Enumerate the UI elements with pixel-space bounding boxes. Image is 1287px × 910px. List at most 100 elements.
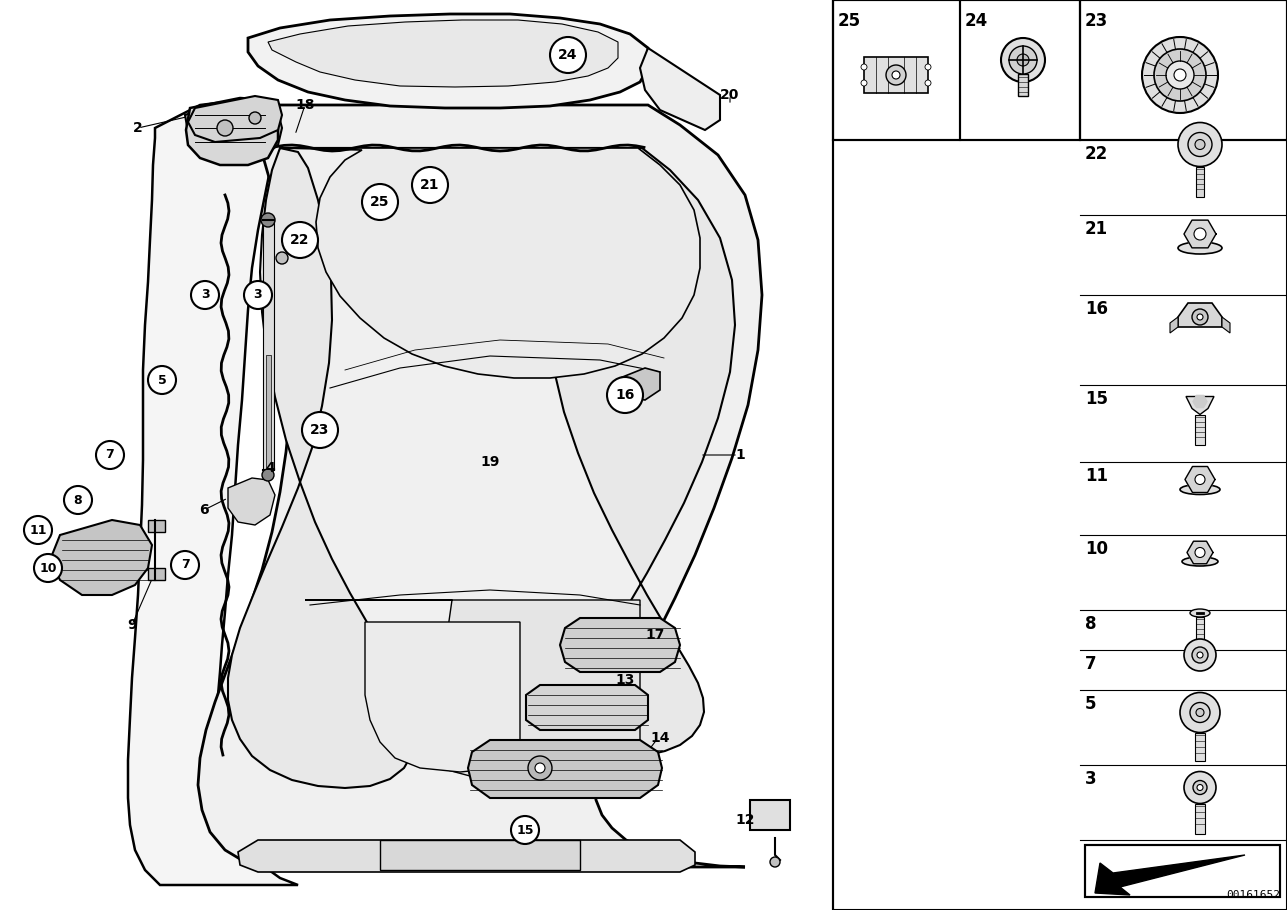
Circle shape xyxy=(33,554,62,582)
Circle shape xyxy=(1142,37,1218,113)
Ellipse shape xyxy=(1178,242,1221,254)
Circle shape xyxy=(24,516,51,544)
Text: 3: 3 xyxy=(254,288,263,301)
Polygon shape xyxy=(468,740,662,798)
Circle shape xyxy=(64,486,91,514)
Polygon shape xyxy=(268,20,618,87)
Text: 1: 1 xyxy=(735,448,745,462)
Polygon shape xyxy=(305,600,640,778)
Bar xyxy=(1196,414,1205,444)
Polygon shape xyxy=(1184,220,1216,248)
Bar xyxy=(1196,733,1205,761)
Polygon shape xyxy=(238,840,695,872)
Text: 2: 2 xyxy=(133,121,143,135)
Bar xyxy=(1018,74,1028,96)
Circle shape xyxy=(885,65,906,85)
Polygon shape xyxy=(1170,317,1178,333)
Circle shape xyxy=(1001,38,1045,82)
Bar xyxy=(1196,617,1205,639)
Circle shape xyxy=(275,252,288,264)
Text: 6: 6 xyxy=(199,503,208,517)
Text: 8: 8 xyxy=(1085,615,1097,633)
Circle shape xyxy=(1184,772,1216,804)
Text: 3: 3 xyxy=(1085,770,1097,788)
Circle shape xyxy=(148,366,176,394)
Text: 19: 19 xyxy=(480,455,499,469)
Text: 25: 25 xyxy=(371,195,390,209)
Text: 15: 15 xyxy=(516,824,534,836)
Text: 16: 16 xyxy=(1085,300,1108,318)
Circle shape xyxy=(282,222,318,258)
Polygon shape xyxy=(526,685,647,730)
Text: 10: 10 xyxy=(1085,540,1108,558)
Circle shape xyxy=(1192,309,1208,325)
Circle shape xyxy=(925,64,931,70)
Text: 23: 23 xyxy=(310,423,329,437)
Circle shape xyxy=(1197,314,1203,320)
Bar xyxy=(1085,845,1281,897)
Circle shape xyxy=(1188,133,1212,157)
Text: 8: 8 xyxy=(73,493,82,507)
Circle shape xyxy=(1197,652,1203,658)
Circle shape xyxy=(245,281,272,309)
Circle shape xyxy=(412,167,448,203)
Polygon shape xyxy=(750,800,790,830)
Polygon shape xyxy=(127,98,299,885)
Text: 9: 9 xyxy=(127,618,136,632)
Polygon shape xyxy=(560,618,680,672)
Text: 21: 21 xyxy=(421,178,440,192)
Text: 3: 3 xyxy=(201,288,210,301)
Ellipse shape xyxy=(1190,609,1210,617)
Circle shape xyxy=(1193,781,1207,794)
Circle shape xyxy=(861,64,867,70)
Circle shape xyxy=(1166,61,1194,89)
Polygon shape xyxy=(187,98,278,165)
Circle shape xyxy=(1184,639,1216,671)
Bar xyxy=(1196,804,1205,834)
Circle shape xyxy=(528,756,552,780)
Circle shape xyxy=(607,377,644,413)
Text: 23: 23 xyxy=(1085,12,1108,30)
Circle shape xyxy=(190,281,219,309)
Text: 4: 4 xyxy=(265,461,275,475)
Polygon shape xyxy=(185,105,282,158)
Text: 10: 10 xyxy=(39,561,57,574)
Circle shape xyxy=(1017,54,1030,66)
Polygon shape xyxy=(198,105,762,867)
Polygon shape xyxy=(228,148,735,788)
Circle shape xyxy=(1154,49,1206,101)
Circle shape xyxy=(263,469,274,481)
Polygon shape xyxy=(148,520,165,532)
Polygon shape xyxy=(1178,303,1221,327)
Text: 11: 11 xyxy=(1085,467,1108,485)
Circle shape xyxy=(861,80,867,86)
Circle shape xyxy=(535,763,544,773)
Ellipse shape xyxy=(1181,557,1218,566)
Circle shape xyxy=(362,184,398,220)
Text: 12: 12 xyxy=(735,813,754,827)
Bar xyxy=(833,0,1287,910)
Text: 14: 14 xyxy=(650,731,669,745)
Polygon shape xyxy=(620,368,660,400)
Text: 16: 16 xyxy=(615,388,634,402)
Bar xyxy=(960,0,1080,140)
Circle shape xyxy=(261,213,275,227)
Polygon shape xyxy=(1221,317,1230,333)
Ellipse shape xyxy=(1180,484,1220,494)
Polygon shape xyxy=(263,220,274,470)
Text: 24: 24 xyxy=(559,48,578,62)
Circle shape xyxy=(171,551,199,579)
Circle shape xyxy=(1197,784,1203,791)
Circle shape xyxy=(1192,647,1208,663)
Polygon shape xyxy=(1185,467,1215,492)
Bar xyxy=(1085,845,1281,897)
Circle shape xyxy=(1174,69,1187,81)
Bar xyxy=(833,0,960,140)
Circle shape xyxy=(925,80,931,86)
Bar xyxy=(1080,0,1287,140)
Polygon shape xyxy=(366,622,520,772)
Polygon shape xyxy=(228,478,275,525)
Text: 11: 11 xyxy=(30,523,46,537)
Circle shape xyxy=(1180,693,1220,733)
Polygon shape xyxy=(640,48,719,130)
